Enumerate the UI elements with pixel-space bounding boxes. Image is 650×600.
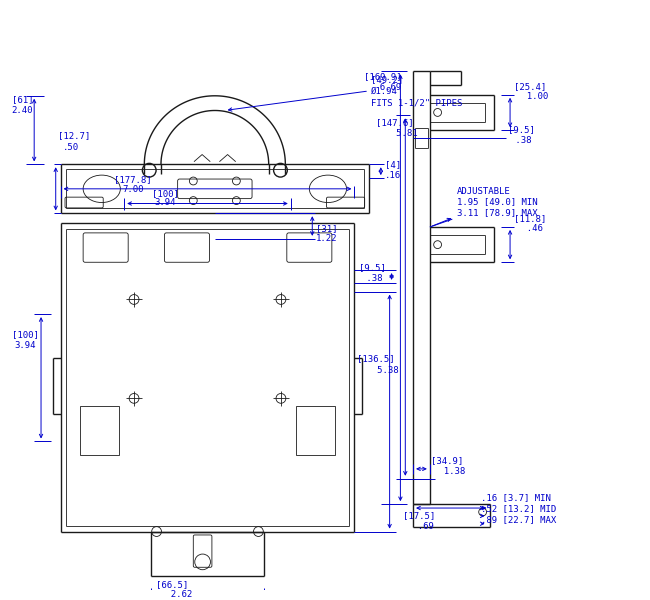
Text: [9.5]: [9.5] <box>359 263 386 272</box>
Text: [4]: [4] <box>385 160 401 169</box>
Text: [11.8]: [11.8] <box>514 214 546 223</box>
Text: [66.5]: [66.5] <box>155 580 188 589</box>
Text: [25.4]: [25.4] <box>514 82 546 91</box>
Text: 2.62: 2.62 <box>159 590 192 599</box>
Text: .16: .16 <box>385 171 401 180</box>
Bar <box>296 406 335 455</box>
Text: [34.9]: [34.9] <box>431 456 463 465</box>
Text: .69: .69 <box>408 521 434 530</box>
Text: [100]: [100] <box>151 188 179 197</box>
Bar <box>80 406 120 455</box>
Text: .46: .46 <box>516 224 543 233</box>
Text: [17.5]: [17.5] <box>404 511 436 520</box>
Text: 1.38: 1.38 <box>433 467 465 476</box>
Text: .38: .38 <box>361 274 383 283</box>
Text: FITS 1-1/2" PIPES: FITS 1-1/2" PIPES <box>371 98 462 107</box>
Text: [49.2]: [49.2] <box>371 75 403 84</box>
Text: 5.38: 5.38 <box>361 366 399 375</box>
Text: 7.00: 7.00 <box>122 185 144 194</box>
Text: .38: .38 <box>510 136 532 145</box>
Text: [177.8]: [177.8] <box>114 175 152 184</box>
Text: 1.95 [49.0] MIN: 1.95 [49.0] MIN <box>457 197 538 206</box>
Text: [169.9]: [169.9] <box>364 72 402 81</box>
Text: 3.94: 3.94 <box>155 199 176 208</box>
Text: [9.5]: [9.5] <box>508 125 535 134</box>
Text: 5.81: 5.81 <box>380 129 417 138</box>
Text: 6.69: 6.69 <box>369 83 401 92</box>
Text: [31]: [31] <box>316 224 338 233</box>
Text: 1.00: 1.00 <box>516 92 548 101</box>
Text: .16 [3.7] MIN: .16 [3.7] MIN <box>481 493 551 502</box>
Text: Ø1.94: Ø1.94 <box>371 87 398 96</box>
Text: [147.6]: [147.6] <box>376 118 413 127</box>
Text: ADJUSTABLE: ADJUSTABLE <box>457 187 511 196</box>
Text: .50: .50 <box>62 143 79 152</box>
Text: [61]: [61] <box>12 95 33 104</box>
Text: [100]: [100] <box>12 329 38 338</box>
Text: 2.40: 2.40 <box>12 106 33 115</box>
Text: 3.11 [78.9] MAX: 3.11 [78.9] MAX <box>457 208 538 217</box>
Text: .52 [13.2] MID: .52 [13.2] MID <box>481 504 556 513</box>
Text: 1.22: 1.22 <box>316 233 338 242</box>
Text: [12.7]: [12.7] <box>58 131 90 140</box>
Text: .89 [22.7] MAX: .89 [22.7] MAX <box>481 515 556 524</box>
Text: 3.94: 3.94 <box>14 341 36 350</box>
Text: [136.5]: [136.5] <box>358 354 395 363</box>
